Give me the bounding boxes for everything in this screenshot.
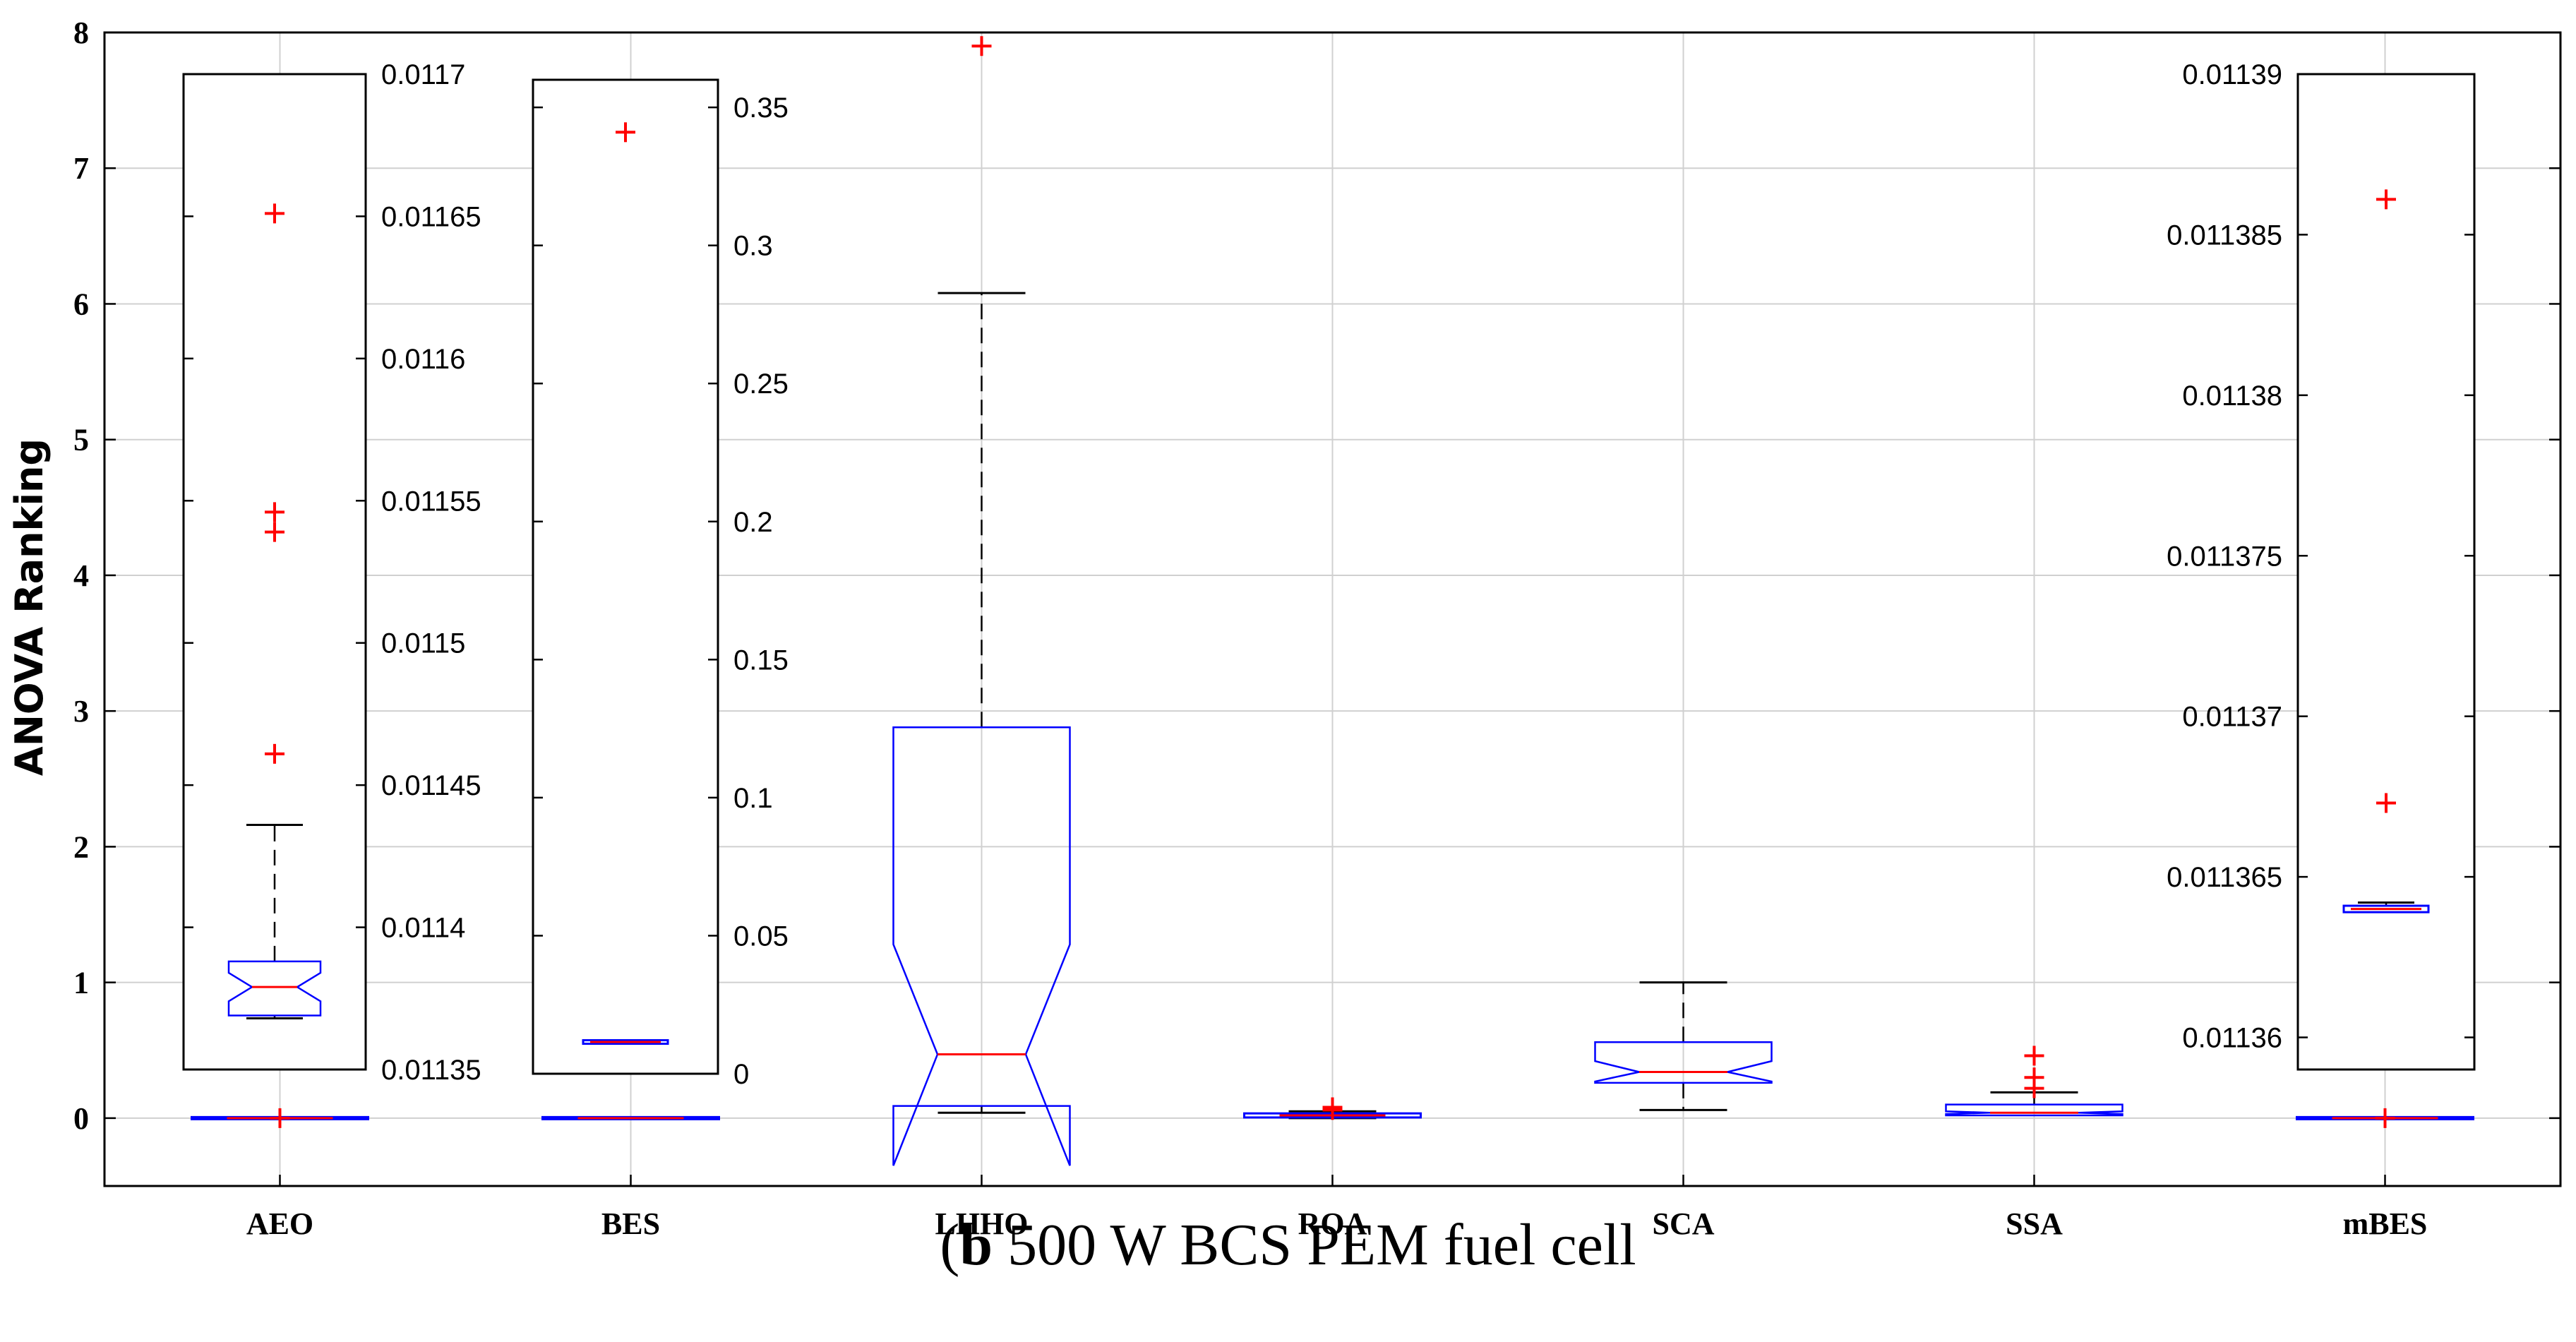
inset-tick-label: 0.0117 bbox=[381, 59, 465, 90]
inset-aeo: 0.01135 0.0114 0.01145 0.0115 0.01155 0.0116 0… bbox=[182, 59, 481, 1086]
inset-tick-label: 0.01139 bbox=[2182, 59, 2282, 90]
inset-mbes: 0.01136 0.011365 0.01137 0.011375 0.01138 0.0… bbox=[2167, 59, 2476, 1071]
inset-frame bbox=[2296, 73, 2476, 1071]
outlier-marker bbox=[2375, 1108, 2395, 1128]
inset-tick-label: 0.01145 bbox=[381, 770, 481, 801]
inset-tick-label: 0.01138 bbox=[2182, 381, 2282, 412]
caption-text: 500 W BCS PEM fuel cell bbox=[993, 1212, 1636, 1278]
x-tick-label: SSA bbox=[2006, 1206, 2063, 1241]
inset-box-body bbox=[2342, 904, 2430, 913]
inset-tick-label: 0.01137 bbox=[2182, 702, 2282, 733]
y-axis-label: ANOVA Ranking bbox=[7, 438, 52, 776]
y-tick-label: 7 bbox=[73, 151, 89, 186]
box-mbes bbox=[2296, 1108, 2474, 1128]
main-boxes bbox=[191, 36, 2474, 1166]
y-tick-label: 0 bbox=[73, 1101, 89, 1136]
inset-outlier-marker bbox=[265, 203, 284, 224]
outlier-marker bbox=[1322, 1097, 1343, 1118]
inset-plots: 0.01135 0.0114 0.01145 0.0115 0.01155 0.0116 0… bbox=[182, 59, 2476, 1090]
inset-tick-label: 0.011365 bbox=[2167, 862, 2282, 893]
box-ssa bbox=[1945, 1046, 2123, 1117]
inset-box-body bbox=[227, 960, 322, 1017]
inset-frame bbox=[532, 78, 719, 1075]
box-sca bbox=[1594, 981, 1773, 1111]
y-tick-label: 1 bbox=[73, 966, 89, 1000]
inset-bes: 0 0.05 0.1 0.15 0.2 0.25 0.3 0.35 bbox=[532, 78, 789, 1090]
inset-outlier-marker bbox=[2376, 793, 2396, 813]
box-body bbox=[1594, 1041, 1773, 1084]
figure-caption: (b 500 W BCS PEM fuel cell bbox=[940, 1212, 1636, 1278]
box-lhho bbox=[892, 36, 1071, 1166]
y-tick-label: 8 bbox=[73, 16, 89, 50]
inset-tick-label: 0.3 bbox=[733, 231, 773, 262]
inset-tick-label: 0.011385 bbox=[2167, 220, 2282, 251]
box-body bbox=[892, 726, 1071, 1166]
outlier-marker bbox=[270, 1108, 290, 1128]
y-tick-label: 6 bbox=[73, 287, 89, 321]
x-tick-label: AEO bbox=[246, 1206, 313, 1241]
outlier-marker bbox=[2024, 1067, 2044, 1088]
y-tick-label: 3 bbox=[73, 694, 89, 729]
inset-tick-label: 0.01135 bbox=[381, 1055, 481, 1086]
inset-tick-label: 0.011375 bbox=[2167, 541, 2282, 572]
x-tick-label: mBES bbox=[2343, 1206, 2428, 1241]
inset-tick-label: 0.05 bbox=[733, 921, 789, 952]
inset-frame bbox=[182, 73, 367, 1071]
inset-tick-label: 0.0114 bbox=[381, 913, 465, 944]
box-roa bbox=[1243, 1097, 1422, 1120]
x-tick-label: LHHO bbox=[935, 1206, 1028, 1241]
inset-outlier-marker bbox=[265, 502, 284, 522]
box-body bbox=[1945, 1103, 2123, 1117]
x-tick-label: BES bbox=[601, 1206, 660, 1241]
outlier-marker bbox=[2024, 1046, 2044, 1066]
inset-tick-label: 0.01155 bbox=[381, 486, 481, 517]
inset-tick-label: 0.35 bbox=[733, 92, 789, 124]
y-tick-label: 2 bbox=[73, 829, 89, 864]
inset-tick-label: 0.0116 bbox=[381, 344, 465, 375]
inset-tick-label: 0.25 bbox=[733, 369, 789, 400]
inset-outlier-marker bbox=[616, 122, 635, 143]
inset-tick-label: 0.01136 bbox=[2182, 1023, 2282, 1054]
inset-tick-label: 0.1 bbox=[733, 783, 773, 814]
x-tick-label: ROA bbox=[1298, 1206, 1367, 1241]
outlier-marker bbox=[971, 36, 992, 56]
inset-outlier-marker bbox=[265, 743, 284, 764]
inset-tick-label: 0 bbox=[733, 1059, 749, 1090]
inset-tick-label: 0.0115 bbox=[381, 628, 465, 659]
y-tick-label: 5 bbox=[73, 423, 89, 457]
inset-tick-label: 0.01165 bbox=[381, 201, 481, 232]
inset-box-body bbox=[582, 1039, 669, 1046]
inset-tick-label: 0.15 bbox=[733, 645, 789, 676]
y-tick-label: 4 bbox=[73, 558, 89, 593]
box-bes bbox=[541, 1115, 720, 1120]
x-tick-label: SCA bbox=[1652, 1206, 1714, 1241]
main-ticks: 0 1 2 3 4 5 6 7 8 AEO BES LHHO ROA SCA SSA mBES bbox=[73, 16, 2560, 1241]
inset-outlier-marker bbox=[265, 522, 284, 542]
inset-outlier-marker bbox=[2376, 189, 2396, 210]
caption-panel-letter: b bbox=[959, 1212, 993, 1278]
inset-tick-label: 0.2 bbox=[733, 507, 773, 538]
box-aeo bbox=[191, 1108, 369, 1128]
